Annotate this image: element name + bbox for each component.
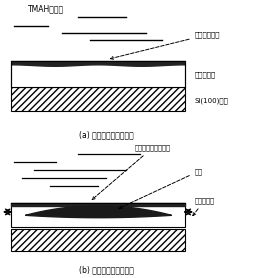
- Bar: [11, 203, 185, 227]
- Text: TMAH現像液: TMAH現像液: [28, 4, 64, 13]
- Bar: [11, 229, 185, 251]
- Bar: [11, 62, 185, 87]
- Text: Si(100)基板: Si(100)基板: [195, 97, 228, 104]
- Text: 表面架橋領域の増加: 表面架橋領域の増加: [92, 145, 171, 199]
- Text: 引張り応力: 引張り応力: [193, 197, 214, 215]
- Text: 亀裂: 亀裂: [119, 168, 203, 208]
- Text: 表面架橋領域: 表面架橋領域: [110, 31, 220, 59]
- Bar: [11, 87, 185, 111]
- Text: レジスト膜: レジスト膜: [195, 71, 216, 78]
- Text: (b) 環境応力亀裂の形成: (b) 環境応力亀裂の形成: [79, 265, 134, 274]
- Text: (a) 表面架橋領域の形成: (a) 表面架橋領域の形成: [79, 130, 134, 139]
